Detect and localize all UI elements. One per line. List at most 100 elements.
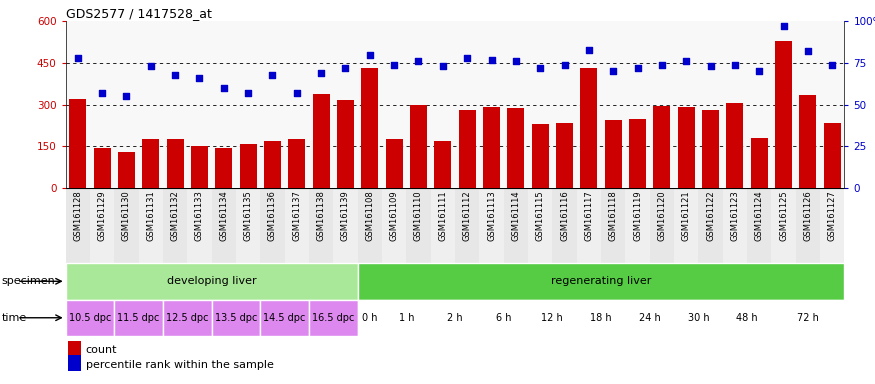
Bar xyxy=(386,139,402,188)
Bar xyxy=(312,94,330,188)
Bar xyxy=(333,188,358,263)
Bar xyxy=(236,188,261,263)
Bar xyxy=(458,110,476,188)
Bar xyxy=(605,120,622,188)
Bar xyxy=(66,300,115,336)
Bar xyxy=(382,300,430,336)
Bar xyxy=(143,139,159,188)
Text: 10.5 dpc: 10.5 dpc xyxy=(69,313,111,323)
Bar xyxy=(288,139,305,188)
Bar xyxy=(309,188,333,263)
Bar xyxy=(820,188,844,263)
Bar xyxy=(240,144,256,188)
Point xyxy=(582,46,596,53)
Bar xyxy=(532,124,549,188)
Text: GSM161138: GSM161138 xyxy=(317,190,326,241)
Text: specimen: specimen xyxy=(2,276,55,286)
Bar xyxy=(577,188,601,263)
Point xyxy=(460,55,474,61)
Text: 2 h: 2 h xyxy=(447,313,463,323)
Bar xyxy=(723,300,772,336)
Point xyxy=(557,61,571,68)
Point xyxy=(314,70,328,76)
Bar xyxy=(358,300,382,336)
Bar xyxy=(772,188,795,263)
Bar xyxy=(674,188,698,263)
Bar xyxy=(480,300,528,336)
Bar xyxy=(382,188,406,263)
Text: time: time xyxy=(2,313,27,323)
Point xyxy=(704,63,717,69)
Point xyxy=(242,90,256,96)
Bar xyxy=(775,41,792,188)
Bar xyxy=(115,188,138,263)
Text: GSM161131: GSM161131 xyxy=(146,190,155,241)
Bar xyxy=(284,188,309,263)
Bar xyxy=(361,68,378,188)
Text: 13.5 dpc: 13.5 dpc xyxy=(214,313,257,323)
Bar xyxy=(358,263,844,300)
Text: regenerating liver: regenerating liver xyxy=(551,276,651,286)
Text: 11.5 dpc: 11.5 dpc xyxy=(117,313,160,323)
Text: 16.5 dpc: 16.5 dpc xyxy=(312,313,354,323)
Bar xyxy=(629,119,646,188)
Bar xyxy=(483,107,500,188)
Bar xyxy=(94,148,110,188)
Bar xyxy=(406,188,430,263)
Point xyxy=(752,68,766,74)
Bar xyxy=(166,139,184,188)
Bar xyxy=(800,95,816,188)
Bar xyxy=(261,188,284,263)
Text: percentile rank within the sample: percentile rank within the sample xyxy=(86,360,274,370)
Point xyxy=(728,61,742,68)
Bar xyxy=(726,103,744,188)
Point xyxy=(533,65,547,71)
Text: GSM161129: GSM161129 xyxy=(98,190,107,241)
Text: GSM161117: GSM161117 xyxy=(584,190,593,241)
Point xyxy=(436,63,450,69)
Bar xyxy=(649,188,674,263)
Text: 24 h: 24 h xyxy=(639,313,661,323)
Text: GSM161114: GSM161114 xyxy=(511,190,521,241)
Bar xyxy=(528,300,577,336)
Text: GSM161132: GSM161132 xyxy=(171,190,179,241)
Bar xyxy=(552,188,577,263)
Bar xyxy=(795,188,820,263)
Bar xyxy=(751,138,767,188)
Bar xyxy=(118,152,135,188)
Bar xyxy=(507,108,524,188)
Bar xyxy=(654,106,670,188)
Bar xyxy=(212,188,236,263)
Text: GDS2577 / 1417528_at: GDS2577 / 1417528_at xyxy=(66,7,212,20)
Text: GSM161112: GSM161112 xyxy=(463,190,472,241)
Bar xyxy=(215,148,233,188)
Point xyxy=(509,58,523,64)
Bar xyxy=(480,188,504,263)
Bar xyxy=(163,188,187,263)
Bar xyxy=(430,188,455,263)
Text: 18 h: 18 h xyxy=(591,313,612,323)
Point xyxy=(120,93,134,99)
Text: GSM161122: GSM161122 xyxy=(706,190,715,241)
Text: GSM161111: GSM161111 xyxy=(438,190,447,241)
Bar xyxy=(309,300,358,336)
Point xyxy=(265,71,279,78)
Point xyxy=(485,56,499,63)
Point xyxy=(825,61,839,68)
Text: 72 h: 72 h xyxy=(797,313,819,323)
Text: 6 h: 6 h xyxy=(496,313,511,323)
Text: 30 h: 30 h xyxy=(688,313,709,323)
Point xyxy=(801,48,815,54)
Bar xyxy=(674,300,723,336)
Bar xyxy=(504,188,528,263)
Text: GSM161130: GSM161130 xyxy=(122,190,131,241)
Text: GSM161127: GSM161127 xyxy=(828,190,836,241)
Point xyxy=(363,51,377,58)
Bar xyxy=(455,188,480,263)
Text: 12.5 dpc: 12.5 dpc xyxy=(166,313,208,323)
Bar xyxy=(698,188,723,263)
Bar xyxy=(138,188,163,263)
Point xyxy=(387,61,401,68)
Text: 0 h: 0 h xyxy=(362,313,378,323)
Text: 48 h: 48 h xyxy=(736,313,758,323)
